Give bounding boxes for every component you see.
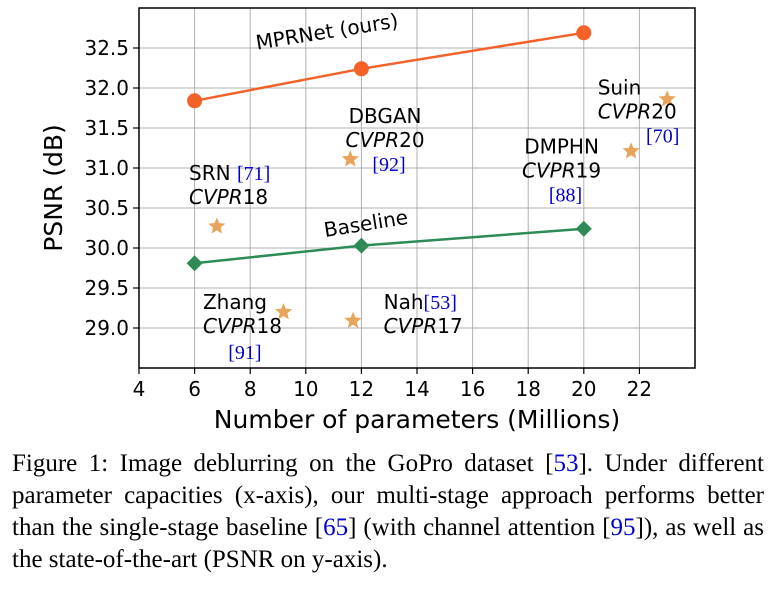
- method-cite: [91]: [228, 342, 261, 364]
- x-tick-label: 14: [404, 377, 429, 401]
- series-line: [194, 31, 584, 103]
- y-tick-label: 31.5: [84, 116, 129, 140]
- venue-name: CVPR: [522, 159, 576, 183]
- venue-name: CVPR: [189, 185, 243, 209]
- method-name: Zhang: [203, 290, 267, 314]
- method-venue: CVPR17: [384, 314, 463, 338]
- caption-text: ]. Under different parameter capacities …: [12, 450, 764, 541]
- method-name: Suin: [598, 75, 642, 99]
- x-tick-label: 10: [293, 377, 318, 401]
- markers: [186, 25, 676, 329]
- venue-year: 20: [651, 99, 676, 123]
- x-tick-label: 6: [188, 377, 201, 401]
- x-tick-label: 20: [571, 377, 596, 401]
- data-point: [353, 61, 369, 77]
- y-tick-label: 32.5: [84, 36, 129, 60]
- method-star: [344, 311, 362, 329]
- method-cite: [92]: [372, 154, 405, 176]
- venue-name: CVPR: [345, 128, 399, 152]
- method-label: Nah[53]: [384, 290, 457, 314]
- y-tick-label: 31.0: [84, 156, 129, 180]
- method-star: [622, 142, 640, 159]
- method-label: SRN [71]: [189, 161, 270, 185]
- venue-name: CVPR: [384, 314, 438, 338]
- figure-caption: Figure 1: Image deblurring on the GoPro …: [12, 448, 764, 576]
- method-label: Zhang: [203, 290, 267, 314]
- method-venue: CVPR18: [203, 314, 282, 338]
- method-cite: [71]: [237, 163, 270, 185]
- method-label: Suin: [598, 75, 642, 99]
- caption-text: ] (with channel attention [: [348, 514, 611, 541]
- grid: [138, 8, 695, 368]
- venue-year: 17: [437, 314, 462, 338]
- method-name: DMPHN: [524, 135, 599, 159]
- venue-year: 19: [576, 159, 601, 183]
- method-star: [341, 150, 359, 167]
- caption-ref-link[interactable]: 65: [323, 514, 349, 541]
- method-label: DBGAN: [349, 104, 422, 128]
- method-venue: CVPR20: [598, 99, 677, 123]
- x-tick-label: 16: [460, 377, 485, 401]
- series-line: [194, 227, 584, 265]
- x-tick-label: 18: [515, 377, 540, 401]
- method-star: [275, 303, 293, 320]
- caption-prefix: Figure 1:: [12, 450, 109, 477]
- data-point: [187, 93, 203, 109]
- x-tick-label: 4: [133, 377, 146, 401]
- method-cite: [88]: [549, 185, 582, 207]
- method-star: [658, 90, 676, 107]
- series-label: Baseline: [322, 205, 410, 242]
- x-axis-title: Number of parameters (Millions): [214, 405, 620, 434]
- venue-year: 20: [399, 128, 424, 152]
- y-tick-label: 29.0: [84, 316, 129, 340]
- x-tick-label: 12: [349, 377, 374, 401]
- method-cite: [53]: [424, 292, 457, 314]
- method-name: DBGAN: [349, 104, 422, 128]
- x-tick-label: 8: [244, 377, 257, 401]
- method-cite: [70]: [646, 125, 679, 147]
- method-venue: CVPR18: [189, 185, 268, 209]
- method-name: Nah: [384, 290, 424, 314]
- y-tick-label: 32.0: [84, 76, 129, 100]
- data-point: [353, 237, 370, 254]
- data-point: [576, 25, 592, 41]
- caption-ref-link[interactable]: 53: [553, 450, 579, 477]
- ticks: 4 6 8 10 12 14 16 18 20 22 29.0 29.5 30.0 30.5 31.0 31.…: [84, 36, 652, 401]
- caption-text: ]), as well as the state-of-the-art (PSN…: [12, 514, 764, 573]
- y-tick-label: 30.5: [84, 196, 129, 220]
- x-tick-label: 22: [627, 377, 652, 401]
- venue-name: CVPR: [598, 99, 652, 123]
- caption-ref-link[interactable]: 95: [610, 514, 636, 541]
- y-axis-title: PSNR (dB): [39, 124, 68, 252]
- caption-text: Image deblurring on the GoPro dataset [: [108, 450, 554, 477]
- method-venue: CVPR20: [345, 128, 424, 152]
- venue-year: 18: [243, 185, 268, 209]
- y-tick-label: 30.0: [84, 236, 129, 260]
- method-star: [208, 217, 226, 234]
- method-venue: CVPR19: [522, 159, 601, 183]
- data-point: [575, 220, 592, 237]
- data-point: [186, 255, 203, 272]
- venue-year: 18: [257, 314, 282, 338]
- method-name: SRN: [189, 161, 237, 185]
- method-label: DMPHN: [524, 135, 599, 159]
- y-tick-label: 29.5: [84, 276, 129, 300]
- venue-name: CVPR: [203, 314, 257, 338]
